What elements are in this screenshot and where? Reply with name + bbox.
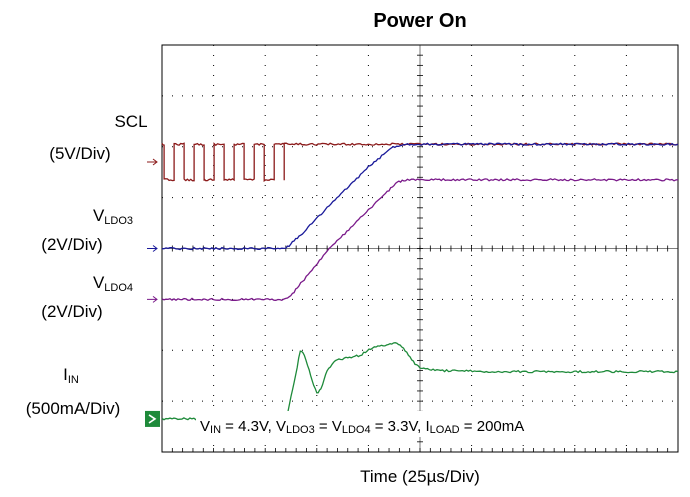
graticule [161, 44, 679, 453]
chart-title: Power On [373, 10, 466, 32]
scl-scale: (5V/Div) [49, 144, 110, 163]
vldo4-scale: (2V/Div) [41, 302, 102, 321]
iin-scale: (500mA/Div) [26, 399, 120, 418]
marker-vldo3 [147, 245, 158, 252]
marker-iin [145, 410, 160, 427]
vldo4-label: VLDO4 [93, 273, 133, 294]
conditions-background [196, 411, 666, 437]
scl-label: SCL [114, 112, 147, 131]
trace-vldo3 [162, 142, 679, 251]
channel-markers [145, 158, 160, 427]
vldo3-scale: (2V/Div) [41, 235, 102, 254]
iin-label: IIN [63, 365, 79, 386]
trace-vldo4 [161, 177, 679, 302]
x-axis-label: Time (25µs/Div) [360, 467, 480, 486]
marker-vldo4 [147, 295, 158, 303]
vldo3-label: VLDO3 [93, 206, 133, 227]
marker-scl [147, 158, 158, 166]
conditions-annotation: VIN = 4.3V, VLDO3 = VLDO4 = 3.3V, ILOAD … [200, 418, 524, 436]
marker-iin-arrow [148, 414, 157, 424]
